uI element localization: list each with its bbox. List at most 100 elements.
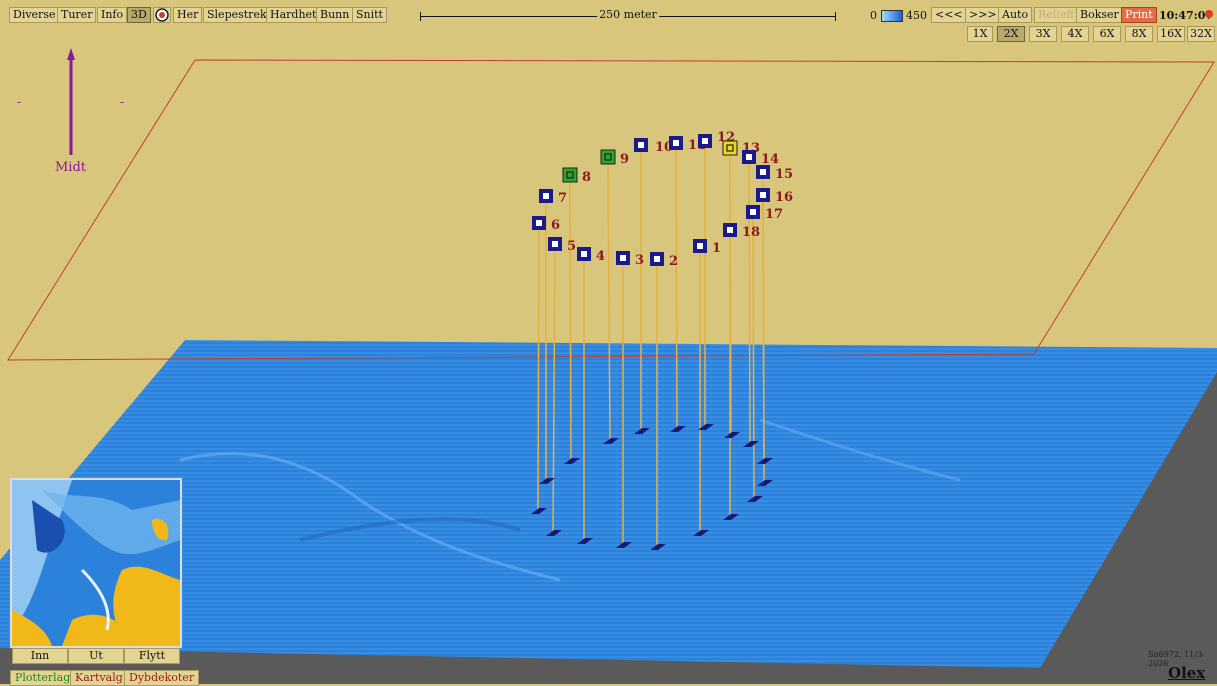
- waypoint-label: 17: [765, 207, 783, 222]
- zoom-8x[interactable]: 8X: [1125, 26, 1153, 42]
- marker-bottom: [546, 530, 562, 536]
- minimap-move-button[interactable]: Flytt: [124, 648, 180, 664]
- tab-plotterlag[interactable]: Plotterlag: [10, 670, 76, 686]
- marker-bottom: [747, 496, 763, 502]
- surface-plane: [7, 59, 1215, 361]
- waypoint-label: 15: [775, 167, 793, 182]
- scale-bar: 250 meter: [420, 8, 836, 21]
- menu-turer[interactable]: Turer: [57, 7, 97, 23]
- seafloor-surface: [0, 340, 1217, 668]
- depth-max: 450: [906, 9, 927, 22]
- waypoint-label: 16: [775, 190, 793, 205]
- menu-slepestrek[interactable]: Slepestrek: [203, 7, 271, 23]
- zoom-32x[interactable]: 32X: [1187, 26, 1215, 42]
- menu-3d[interactable]: 3D: [127, 7, 151, 23]
- waypoint-label: 9: [620, 152, 629, 167]
- minimap-zoom-out-button[interactable]: Ut: [68, 648, 124, 664]
- marker-bottom: [723, 514, 739, 520]
- marker-bottom: [634, 428, 650, 434]
- marker-bottom: [603, 438, 619, 444]
- north-arrow-head: [67, 48, 75, 60]
- seafloor-ridge: [759, 418, 961, 482]
- menu-snitt[interactable]: Snitt: [352, 7, 387, 23]
- waypoint-marker-1[interactable]: 1: [693, 239, 721, 256]
- waypoint-marker-11[interactable]: 11: [669, 136, 706, 153]
- zoom-3x[interactable]: 3X: [1029, 26, 1057, 42]
- waypoint-marker-9[interactable]: 9: [600, 149, 629, 167]
- waypoint-marker-3[interactable]: 3: [616, 251, 644, 268]
- tab-dybdekoter[interactable]: Dybdekoter: [124, 670, 200, 686]
- zoom-6x[interactable]: 6X: [1093, 26, 1121, 42]
- marker-bottom: [698, 424, 714, 430]
- zoom-2x[interactable]: 2X: [997, 26, 1025, 42]
- waypoint-marker-6[interactable]: 6: [532, 216, 560, 233]
- bokser-button[interactable]: Bokser: [1076, 7, 1123, 23]
- marker-rope: [762, 201, 765, 483]
- waypoint-marker-7[interactable]: 7: [539, 189, 567, 206]
- waypoint-label: 5: [567, 239, 576, 254]
- top-toolbar: Diverse Turer Info 3D Her Slepestrek Har…: [0, 0, 1217, 24]
- waypoint-marker-10[interactable]: 10: [634, 138, 673, 155]
- waypoint-label: 1: [712, 241, 721, 256]
- waypoint-marker-15[interactable]: 15: [756, 165, 793, 182]
- waypoint-marker-8[interactable]: 8: [562, 167, 591, 185]
- marker-ropes: [537, 148, 765, 546]
- overview-minimap[interactable]: [10, 478, 182, 648]
- menu-hardhet[interactable]: Hardhet: [266, 7, 321, 23]
- serial-label: Sn6972, 11/3-2026: [1148, 650, 1205, 668]
- marker-bottom: [757, 480, 773, 486]
- menu-diverse[interactable]: Diverse: [9, 7, 60, 23]
- marker-rope: [675, 149, 678, 429]
- waypoint-label: 18: [742, 225, 760, 240]
- next-button[interactable]: >>>: [965, 7, 1001, 23]
- waypoint-label: 7: [558, 191, 567, 206]
- zoom-16x[interactable]: 16X: [1157, 26, 1185, 42]
- compass-left-mark: -: [17, 95, 21, 109]
- marker-bottom: [693, 530, 709, 536]
- marker-rope: [552, 250, 556, 533]
- target-icon[interactable]: [153, 7, 171, 23]
- marker-bottom: [564, 458, 580, 464]
- marker-bottom: [724, 432, 740, 438]
- waypoint-marker-16[interactable]: 16: [756, 188, 793, 205]
- waypoint-marker-17[interactable]: 17: [746, 205, 783, 222]
- tab-kartvalg[interactable]: Kartvalg: [70, 670, 128, 686]
- marker-rope: [569, 181, 572, 461]
- marker-bottom: [616, 542, 632, 548]
- waypoint-label: 4: [596, 249, 605, 264]
- minimap-zoom-in-button[interactable]: Inn: [12, 648, 68, 664]
- auto-button[interactable]: Auto: [998, 7, 1033, 23]
- compass-right-mark: -: [120, 95, 124, 109]
- menu-bunn[interactable]: Bunn: [316, 7, 354, 23]
- waypoint-label: 6: [551, 218, 560, 233]
- waypoint-marker-5[interactable]: 5: [548, 237, 576, 254]
- seafloor-ridge: [299, 517, 521, 542]
- seafloor-ridge: [179, 452, 561, 582]
- waypoint-marker-14[interactable]: 14: [742, 150, 779, 167]
- marker-bottom: [743, 441, 759, 447]
- marker-rope: [752, 218, 755, 499]
- compass-label: Midt: [55, 160, 87, 175]
- waypoint-marker-4[interactable]: 4: [577, 247, 605, 264]
- zoom-4x[interactable]: 4X: [1061, 26, 1089, 42]
- marker-bottom: [577, 538, 593, 544]
- waypoint-label: 3: [635, 253, 644, 268]
- menu-her[interactable]: Her: [173, 7, 203, 23]
- marker-rope: [537, 229, 540, 511]
- marker-bottom: [539, 478, 555, 484]
- status-dot-icon: [1205, 10, 1213, 18]
- print-button[interactable]: Print: [1121, 7, 1157, 23]
- waypoint-marker-2[interactable]: 2: [650, 252, 678, 269]
- depth-color-scale[interactable]: 0 450: [870, 9, 927, 22]
- menu-info[interactable]: Info: [97, 7, 128, 23]
- depth-min: 0: [870, 9, 877, 22]
- prev-button[interactable]: <<<: [931, 7, 967, 23]
- scale-label: 250 meter: [597, 8, 659, 21]
- waypoint-marker-18[interactable]: 18: [723, 223, 760, 240]
- zoom-1x[interactable]: 1X: [967, 26, 993, 42]
- relieff-button[interactable]: Relieff: [1034, 7, 1079, 23]
- clock: 10:47:07: [1159, 9, 1214, 22]
- marker-bottom: [670, 426, 686, 432]
